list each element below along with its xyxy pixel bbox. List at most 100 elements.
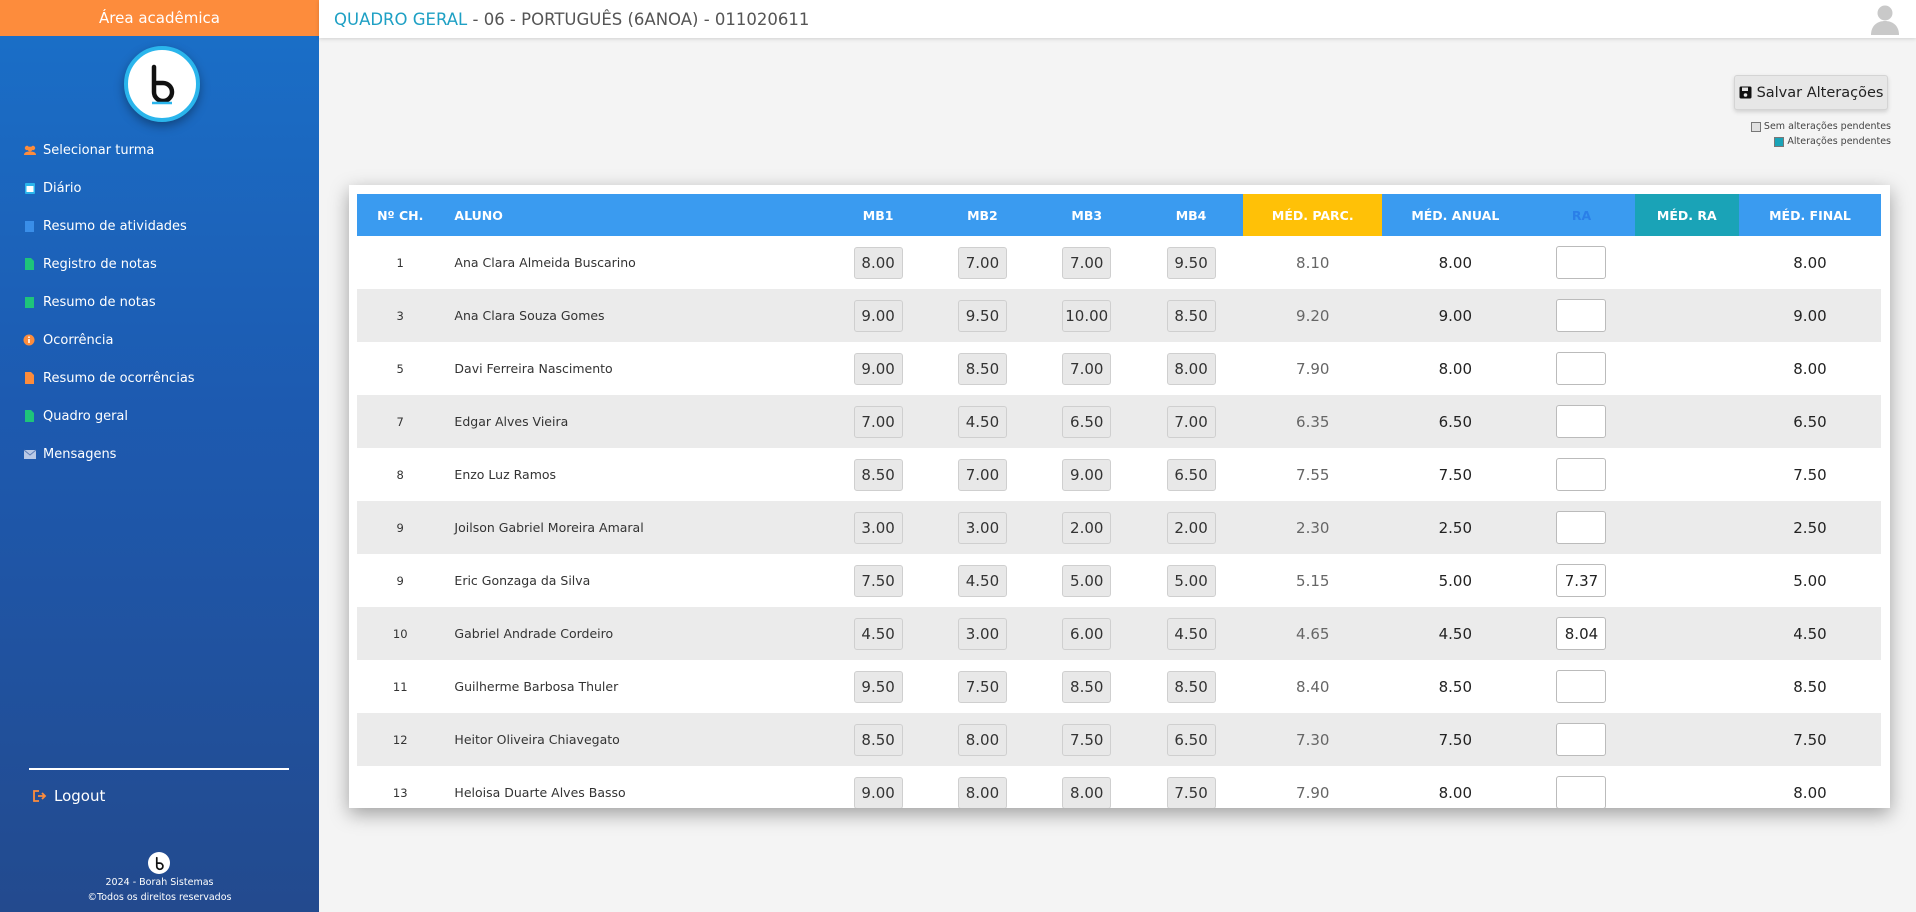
- cell-mb2: 8.00: [930, 713, 1034, 766]
- cell-mb1: 7.50: [826, 554, 930, 607]
- grade-mb2: 7.00: [957, 246, 1007, 279]
- sidebar-item-resumo-de-notas[interactable]: Resumo de notas: [0, 283, 319, 321]
- grades-card: Nº CH. ALUNO MB1 MB2 MB3 MB4 MÉD. PARC. MÉD. AN…: [349, 185, 1890, 808]
- sidebar-item-registro-de-notas[interactable]: Registro de notas: [0, 245, 319, 283]
- cell-ra: [1528, 236, 1634, 289]
- cell-mb2: 4.50: [930, 554, 1034, 607]
- app-logo: [124, 46, 200, 122]
- cell-mb1: 9.50: [826, 660, 930, 713]
- cell-mb3: 8.50: [1035, 660, 1139, 713]
- cell-mb2: 9.50: [930, 289, 1034, 342]
- cell-med-ra: [1635, 395, 1739, 448]
- cell-mb2: 3.00: [930, 607, 1034, 660]
- sidebar-item-mensagens[interactable]: Mensagens: [0, 435, 319, 473]
- table-row: 11 Guilherme Barbosa Thuler 9.50 7.50 8.50 8.…: [357, 660, 1881, 713]
- grade-mb4: 4.50: [1166, 617, 1216, 650]
- sidebar-item-ocorrencia[interactable]: Ocorrência: [0, 321, 319, 359]
- cell-ra: [1528, 660, 1634, 713]
- cell-med-parc: 7.90: [1296, 359, 1330, 378]
- cell-mb4: 4.50: [1139, 607, 1243, 660]
- ra-input[interactable]: [1556, 564, 1607, 597]
- table-row: 9 Joilson Gabriel Moreira Amaral 3.00 3.00 2…: [357, 501, 1881, 554]
- grade-mb4: 2.00: [1166, 511, 1216, 544]
- sidebar-item-diario[interactable]: Diário: [0, 169, 319, 207]
- cell-mb3: 9.00: [1035, 448, 1139, 501]
- cell-mb3: 6.00: [1035, 607, 1139, 660]
- grade-mb1: 9.00: [853, 299, 903, 332]
- ra-input[interactable]: [1556, 776, 1607, 808]
- sidebar-item-label: Registro de notas: [43, 256, 157, 272]
- cell-n: 9: [396, 520, 404, 535]
- grade-mb2: 3.00: [957, 511, 1007, 544]
- sign-out-icon: [33, 790, 47, 802]
- sidebar-item-label: Selecionar turma: [43, 142, 155, 158]
- legend-pending-label: Alterações pendentes: [1787, 136, 1891, 147]
- cell-med-parc: 7.30: [1296, 730, 1330, 749]
- sidebar-item-quadro-geral[interactable]: Quadro geral: [0, 397, 319, 435]
- cell-med-final: 9.00: [1793, 306, 1827, 325]
- ra-input[interactable]: [1556, 511, 1607, 544]
- cell-aluno: Edgar Alves Vieira: [454, 414, 569, 429]
- ra-input[interactable]: [1556, 670, 1607, 703]
- column-header-ra: RA: [1528, 194, 1635, 236]
- cell-med-ra: [1635, 501, 1739, 554]
- grade-mb3: 6.00: [1062, 617, 1112, 650]
- cell-ra: [1528, 289, 1634, 342]
- cell-med-final: 5.00: [1793, 571, 1827, 590]
- grade-mb3: 7.00: [1062, 246, 1112, 279]
- sidebar-item-selecionar-turma[interactable]: Selecionar turma: [0, 131, 319, 169]
- grade-mb2: 7.00: [957, 458, 1007, 491]
- cell-mb1: 9.00: [826, 289, 930, 342]
- cell-med-final: 8.00: [1793, 253, 1827, 272]
- cell-mb4: 8.50: [1139, 289, 1243, 342]
- calendar-icon: [25, 183, 35, 194]
- cell-n: 13: [392, 785, 408, 800]
- floppy-disk-icon: [1739, 86, 1752, 99]
- save-changes-button[interactable]: Salvar Alterações: [1734, 75, 1888, 110]
- cell-aluno: Heitor Oliveira Chiavegato: [454, 732, 620, 747]
- ra-input[interactable]: [1556, 405, 1607, 438]
- column-header-mb3: MB3: [1034, 194, 1139, 236]
- ra-input[interactable]: [1556, 723, 1607, 756]
- cell-mb3: 10.00: [1035, 289, 1139, 342]
- footer-rights: ©Todos os direitos reservados: [87, 892, 232, 903]
- cell-mb2: 8.00: [930, 766, 1034, 808]
- cell-aluno: Enzo Luz Ramos: [454, 467, 557, 482]
- grade-mb1: 8.00: [853, 246, 903, 279]
- cell-med-anual: 5.00: [1438, 571, 1473, 590]
- cell-med-parc: 9.20: [1296, 306, 1330, 325]
- ra-input[interactable]: [1556, 617, 1607, 650]
- cell-ra: [1528, 395, 1634, 448]
- sidebar-item-resumo-de-atividades[interactable]: Resumo de atividades: [0, 207, 319, 245]
- table-row: 12 Heitor Oliveira Chiavegato 8.50 8.00 7.50…: [357, 713, 1881, 766]
- grade-mb3: 6.50: [1062, 405, 1112, 438]
- ra-input[interactable]: [1556, 299, 1607, 332]
- cell-aluno: Ana Clara Almeida Buscarino: [454, 255, 636, 270]
- grade-mb4: 5.00: [1166, 564, 1216, 597]
- grade-mb4: 8.50: [1166, 299, 1216, 332]
- sidebar-item-label: Ocorrência: [43, 332, 114, 348]
- footer-logo: [148, 852, 170, 874]
- cell-mb4: 6.50: [1139, 713, 1243, 766]
- cell-med-final: 8.00: [1793, 783, 1827, 802]
- grade-mb3: 7.50: [1062, 723, 1112, 756]
- grade-mb2: 8.50: [957, 352, 1007, 385]
- column-header-med-ra: MÉD. RA: [1634, 194, 1739, 236]
- cell-ra: [1528, 342, 1634, 395]
- ra-input[interactable]: [1556, 352, 1607, 385]
- cell-mb3: 7.00: [1035, 342, 1139, 395]
- cell-mb3: 7.50: [1035, 713, 1139, 766]
- logout-button[interactable]: Logout: [33, 786, 105, 806]
- cell-mb4: 9.50: [1139, 236, 1243, 289]
- cell-med-final: 4.50: [1793, 624, 1827, 643]
- cell-med-ra: [1635, 660, 1739, 713]
- cell-med-parc: 7.55: [1296, 465, 1330, 484]
- user-avatar-icon[interactable]: [1870, 3, 1900, 35]
- cell-mb4: 7.50: [1139, 766, 1243, 808]
- cell-mb2: 4.50: [930, 395, 1034, 448]
- sidebar-item-resumo-de-ocorrencias[interactable]: Resumo de ocorrências: [0, 359, 319, 397]
- cell-mb1: 3.00: [826, 501, 930, 554]
- cell-mb2: 7.00: [930, 448, 1034, 501]
- ra-input[interactable]: [1556, 458, 1607, 491]
- ra-input[interactable]: [1556, 246, 1607, 279]
